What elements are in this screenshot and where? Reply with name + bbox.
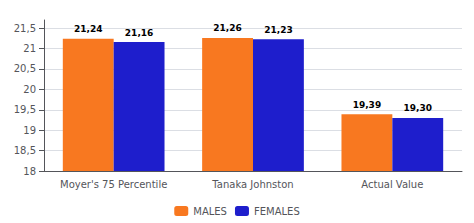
- svg-text:20: 20: [23, 84, 36, 95]
- svg-text:19,39: 19,39: [353, 100, 381, 110]
- svg-text:FEMALES: FEMALES: [254, 206, 300, 217]
- svg-text:21,16: 21,16: [125, 28, 153, 38]
- svg-text:21,26: 21,26: [213, 23, 241, 33]
- svg-text:21: 21: [23, 43, 36, 54]
- svg-text:Tanaka Johnston: Tanaka Johnston: [211, 179, 293, 190]
- svg-text:21,24: 21,24: [74, 24, 102, 34]
- svg-text:19,5: 19,5: [14, 104, 36, 115]
- svg-text:21,5: 21,5: [14, 23, 36, 34]
- svg-text:MALES: MALES: [193, 206, 227, 217]
- svg-text:19,30: 19,30: [404, 103, 432, 113]
- svg-text:Moyer's 75 Percentile: Moyer's 75 Percentile: [60, 179, 167, 190]
- svg-text:18: 18: [23, 166, 36, 177]
- svg-text:19: 19: [23, 125, 36, 136]
- svg-text:18,5: 18,5: [14, 145, 36, 156]
- svg-text:Actual Value: Actual Value: [361, 179, 423, 190]
- svg-text:21,23: 21,23: [264, 25, 292, 35]
- svg-text:20,5: 20,5: [14, 63, 36, 74]
